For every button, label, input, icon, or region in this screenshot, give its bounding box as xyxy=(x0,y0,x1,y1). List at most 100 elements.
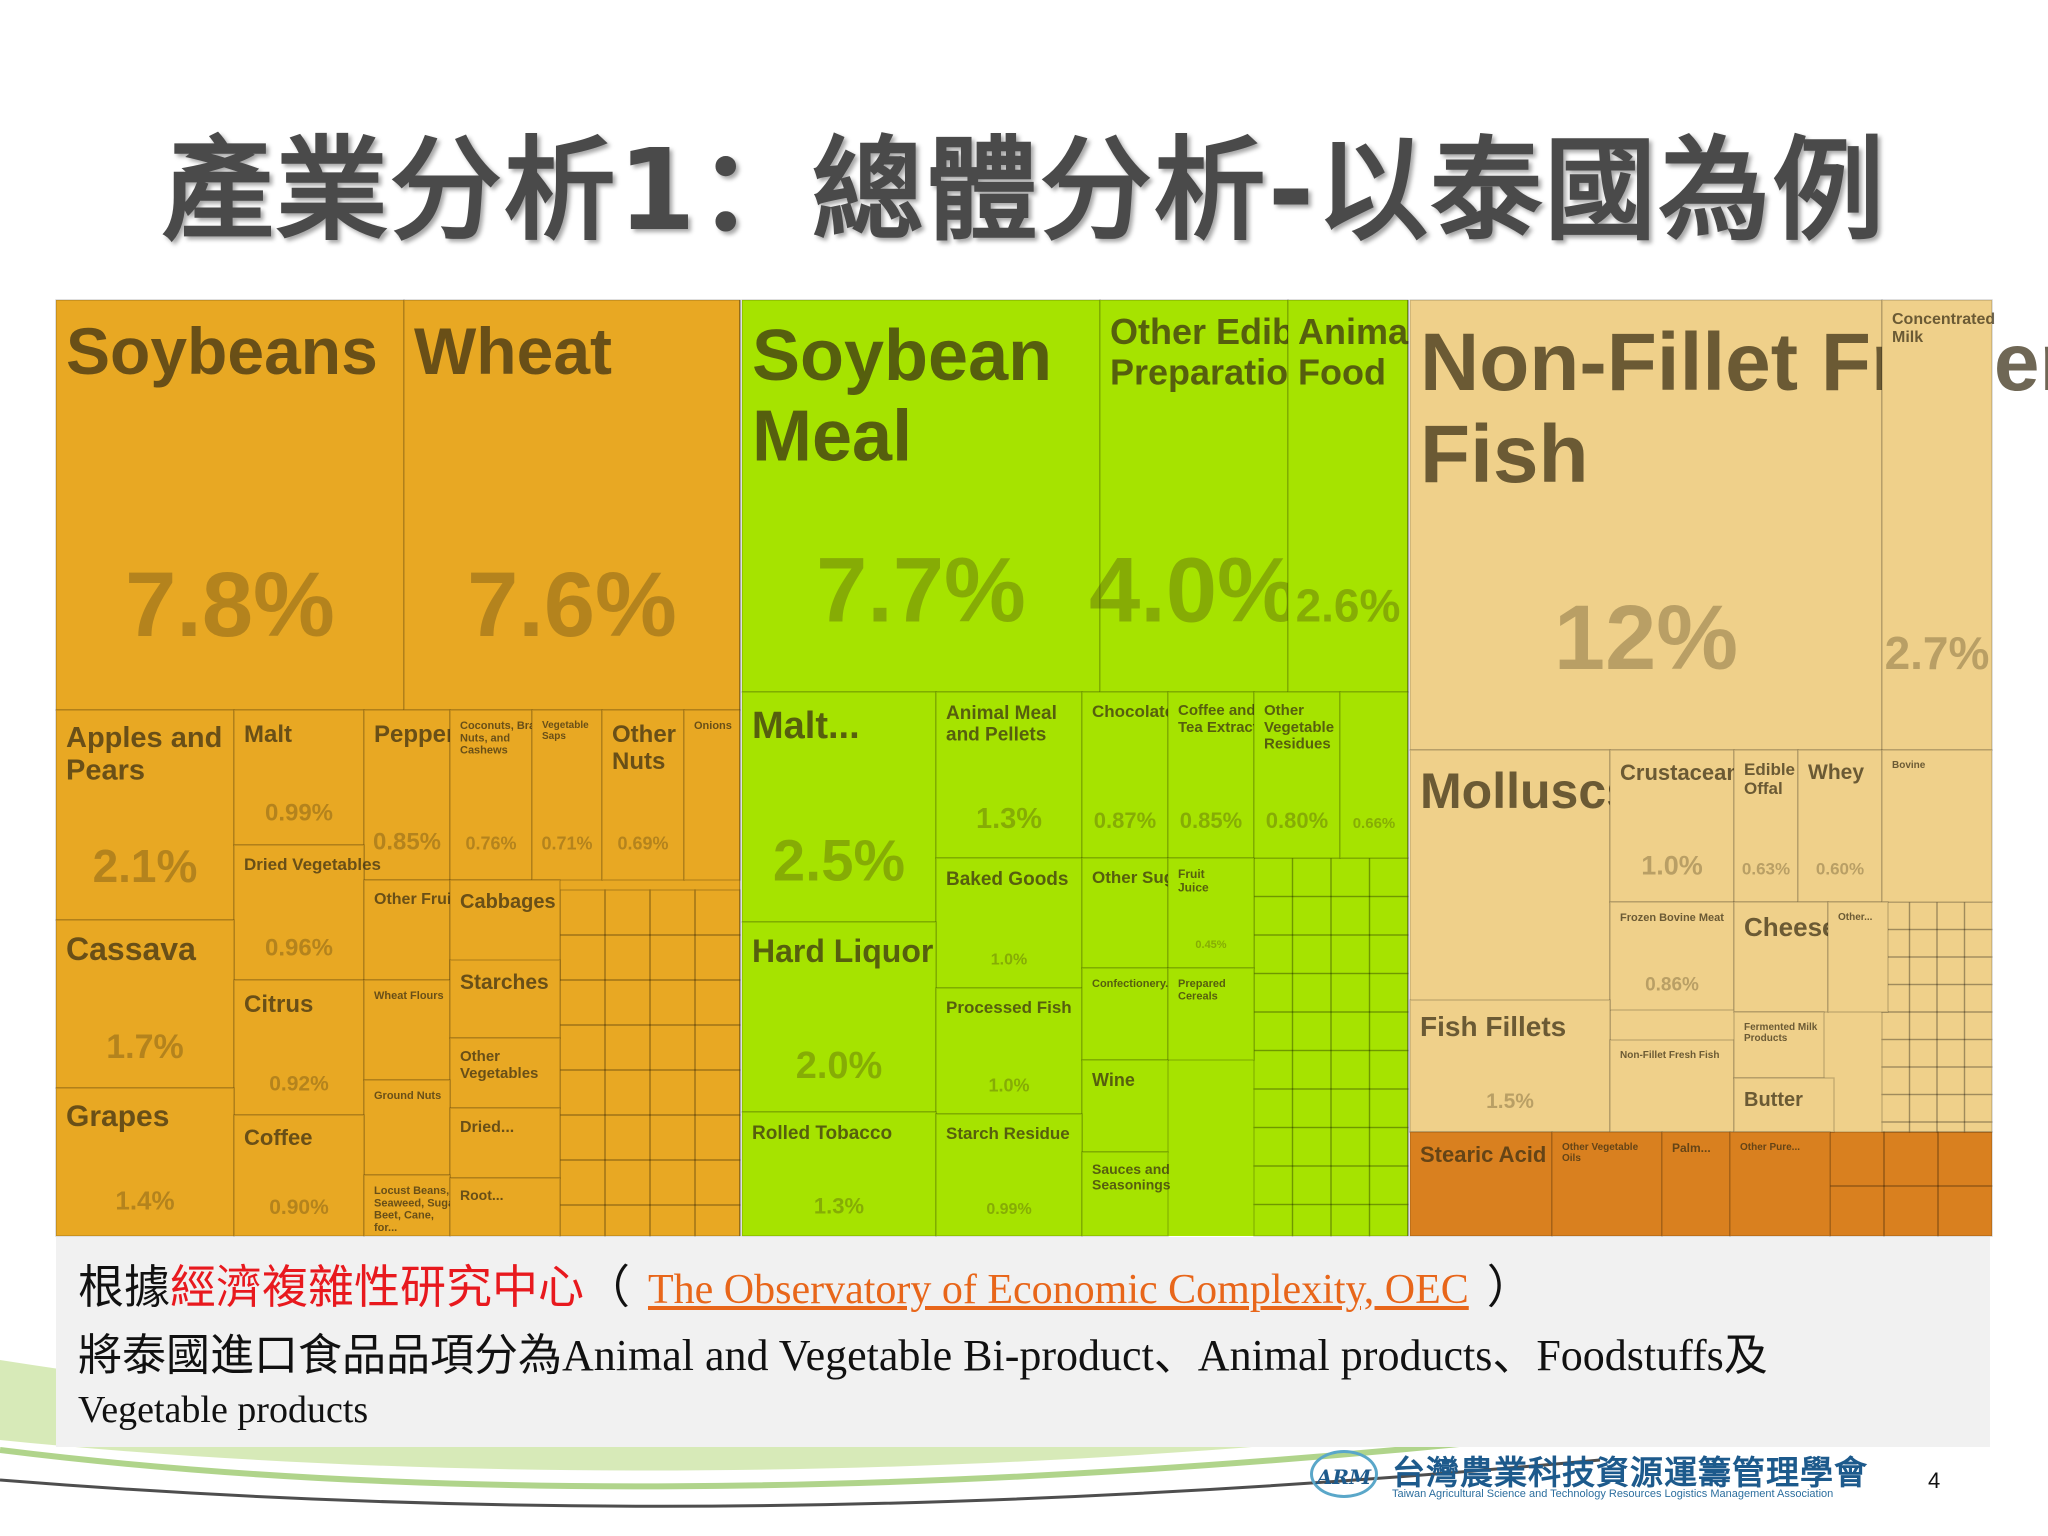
treemap-cell[interactable]: Other Vegetable Residues 0.80% xyxy=(1253,691,1341,859)
treemap-cell[interactable]: Palm... xyxy=(1661,1131,1731,1237)
treemap-cell[interactable]: Crustaceans 1.0% xyxy=(1609,749,1752,903)
treemap-small-cell xyxy=(1330,1165,1371,1206)
treemap-cell[interactable]: Hard Liquor 2.0% xyxy=(741,921,937,1113)
treemap-cell[interactable]: Coffee 0.90% xyxy=(233,1114,365,1237)
treemap-cell[interactable]: Whey 0.60% xyxy=(1797,749,1883,903)
treemap-cell-label: Molluscs xyxy=(1420,763,1634,819)
treemap-cell-rect xyxy=(449,1107,561,1179)
treemap-cell[interactable]: Ground Nuts xyxy=(363,1079,451,1176)
treemap-cell[interactable]: Non-Fillet Fresh Fish xyxy=(1609,1039,1735,1133)
treemap-cell[interactable]: Other Vegetable Oils xyxy=(1551,1131,1663,1237)
treemap-small-cell xyxy=(1936,1011,1966,1041)
treemap-cell[interactable]: Chocolate 0.87% xyxy=(1081,691,1174,859)
treemap-cell[interactable]: Onions xyxy=(683,709,741,881)
treemap-cell-value: 2.0% xyxy=(796,1045,883,1087)
treemap-small-cell xyxy=(1908,1093,1938,1123)
treemap-cell-label: Coffee and Tea Extracts xyxy=(1178,702,1266,736)
treemap-cell-label: Fish Fillets xyxy=(1420,1011,1566,1042)
treemap-cell[interactable]: Starches xyxy=(449,959,561,1039)
treemap-cell[interactable]: Cassava 1.7% xyxy=(55,919,235,1089)
treemap-cell[interactable]: Dried... xyxy=(449,1107,561,1179)
treemap-small-cell xyxy=(694,889,741,936)
treemap-cell-rect xyxy=(683,709,741,881)
treemap-cell[interactable]: Apples and Pears 2.1% xyxy=(55,709,235,921)
treemap-cell-label: Soybean Meal xyxy=(752,316,1052,477)
treemap-cell-rect xyxy=(403,299,741,711)
treemap-cell[interactable]: Soybean Meal 7.7% xyxy=(741,299,1101,693)
treemap-small-cell xyxy=(1908,1121,1938,1133)
treemap-cell-rect xyxy=(1099,299,1289,693)
treemap-cell-label: Coconuts, Brazil Nuts, and Cashews xyxy=(460,720,547,757)
treemap-small-cell xyxy=(1291,1088,1332,1129)
treemap-cell[interactable]: Root... xyxy=(449,1177,561,1237)
treemap-cell[interactable]: Confectionery... xyxy=(1081,967,1174,1061)
treemap-cell[interactable]: Wine xyxy=(1081,1059,1169,1153)
treemap-cell[interactable]: Citrus 0.92% xyxy=(233,979,365,1116)
treemap-cell[interactable]: Butter xyxy=(1733,1077,1835,1133)
treemap-cell-value: 7.6% xyxy=(467,554,677,656)
treemap-cell-label: Frozen Bovine Meat xyxy=(1620,912,1724,924)
treemap-cell-value: 0.96% xyxy=(265,935,333,962)
treemap-small-cell xyxy=(1330,1203,1371,1237)
treemap-cell-value: 0.76% xyxy=(465,833,516,853)
treemap-cell-rect xyxy=(1797,749,1883,903)
treemap-small-cell xyxy=(1368,1011,1409,1052)
treemap-small-cell xyxy=(1368,895,1409,936)
treemap-cell[interactable]: Baked Goods 1.0% xyxy=(935,857,1083,989)
treemap-cell[interactable]: Wheat Flours xyxy=(363,979,451,1081)
treemap-cell[interactable]: Grapes 1.4% xyxy=(55,1087,235,1237)
treemap-cell[interactable]: Coffee and Tea Extracts 0.85% xyxy=(1167,691,1266,859)
caption-prefix: 根據 xyxy=(78,1262,170,1313)
treemap-cell-rect xyxy=(601,709,685,881)
treemap-cell-value: 0.90% xyxy=(269,1196,329,1219)
treemap-cell[interactable]: Malt 0.99% xyxy=(233,709,365,846)
treemap-cell[interactable]: Other Nuts 0.69% xyxy=(601,709,685,881)
treemap-cell[interactable]: Wheat 7.6% xyxy=(403,299,741,711)
treemap-cell[interactable]: Dried Vegetables 0.96% xyxy=(233,844,381,981)
treemap-cell[interactable]: Animal Food 2.6% xyxy=(1287,299,1418,693)
treemap-cell[interactable]: Soybeans 7.8% xyxy=(55,299,405,711)
treemap-cell-rect xyxy=(1167,857,1255,969)
treemap-cell-rect xyxy=(1167,967,1255,1061)
treemap-small-cell xyxy=(649,1159,696,1206)
treemap-cell[interactable]: Concentrated Milk 2.7% xyxy=(1881,299,1995,751)
treemap-cell[interactable]: Starch Residue 0.99% xyxy=(935,1113,1083,1237)
treemap-cell-label: Butter xyxy=(1744,1089,1803,1111)
treemap-cell-rect xyxy=(449,959,561,1039)
oec-link[interactable]: The Observatory of Economic Complexity, … xyxy=(648,1267,1469,1313)
treemap-cell-label: Other Pure... xyxy=(1740,1142,1800,1153)
treemap-chart: Soybeans 7.8% Wheat 7.6% Apples and Pears 2.1%… xyxy=(55,299,2048,1237)
treemap-cell[interactable]: Vegetable Saps 0.71% xyxy=(531,709,603,881)
treemap-cell[interactable]: Other... xyxy=(1827,901,1889,1013)
treemap-cell-value: 4.0% xyxy=(1089,539,1299,641)
treemap-cell[interactable]: Fruit Juice 0.45% xyxy=(1167,857,1255,969)
treemap-cell[interactable]: Frozen Bovine Meat 0.86% xyxy=(1609,901,1735,1011)
treemap-cell[interactable]: Malt... 2.5% xyxy=(741,691,937,923)
treemap-small-cell xyxy=(1253,1088,1294,1129)
treemap-cell[interactable]: Stearic Acid xyxy=(1409,1131,1553,1237)
treemap-cell[interactable]: Animal Meal and Pellets 1.3% xyxy=(935,691,1083,859)
treemap-cell[interactable]: Edible Offal 0.63% xyxy=(1733,749,1799,903)
treemap-cell[interactable]: Rolled Tobacco 1.3% xyxy=(741,1111,937,1237)
treemap-cell[interactable]: Other Pure... xyxy=(1729,1131,1831,1237)
treemap-cell[interactable]: Other Vegetables xyxy=(449,1037,561,1109)
treemap-cell[interactable]: Other Fruits xyxy=(363,879,466,981)
treemap-cell[interactable]: Prepared Cereals xyxy=(1167,967,1255,1061)
treemap-cell[interactable]: Bovine xyxy=(1881,749,1993,903)
treemap-cell[interactable]: Processed Fish 1.0% xyxy=(935,987,1083,1115)
logo-chinese-name: 台灣農業科技資源運籌管理學會 xyxy=(1392,1453,1868,1492)
treemap-cell[interactable]: Cheese xyxy=(1733,901,1837,1013)
treemap-cell[interactable]: 0.66% xyxy=(1339,691,1409,859)
treemap-cell[interactable]: Fermented Milk Products xyxy=(1733,1011,1825,1079)
treemap-cell-label: Other Vegetables xyxy=(460,1048,538,1082)
association-logo: ARM 台灣農業科技資源運籌管理學會 Taiwan Agricultural S… xyxy=(1310,1446,1920,1506)
treemap-small-cell xyxy=(1330,895,1371,936)
treemap-cell[interactable]: Sauces and Seasonings xyxy=(1081,1151,1171,1237)
treemap-cell[interactable]: Pepper 0.85% xyxy=(363,709,455,881)
treemap-cell-label: Non-Fillet Fresh Fish xyxy=(1620,1050,1719,1061)
treemap-cell[interactable]: Locust Beans, Seaweed, Sugar Beet, Cane, fo… xyxy=(363,1174,459,1237)
treemap-small-cell xyxy=(1908,1066,1938,1096)
treemap-cell[interactable]: Fish Fillets 1.5% xyxy=(1409,999,1611,1133)
caption-org-name: 經濟複雜性研究中心 xyxy=(170,1262,584,1313)
